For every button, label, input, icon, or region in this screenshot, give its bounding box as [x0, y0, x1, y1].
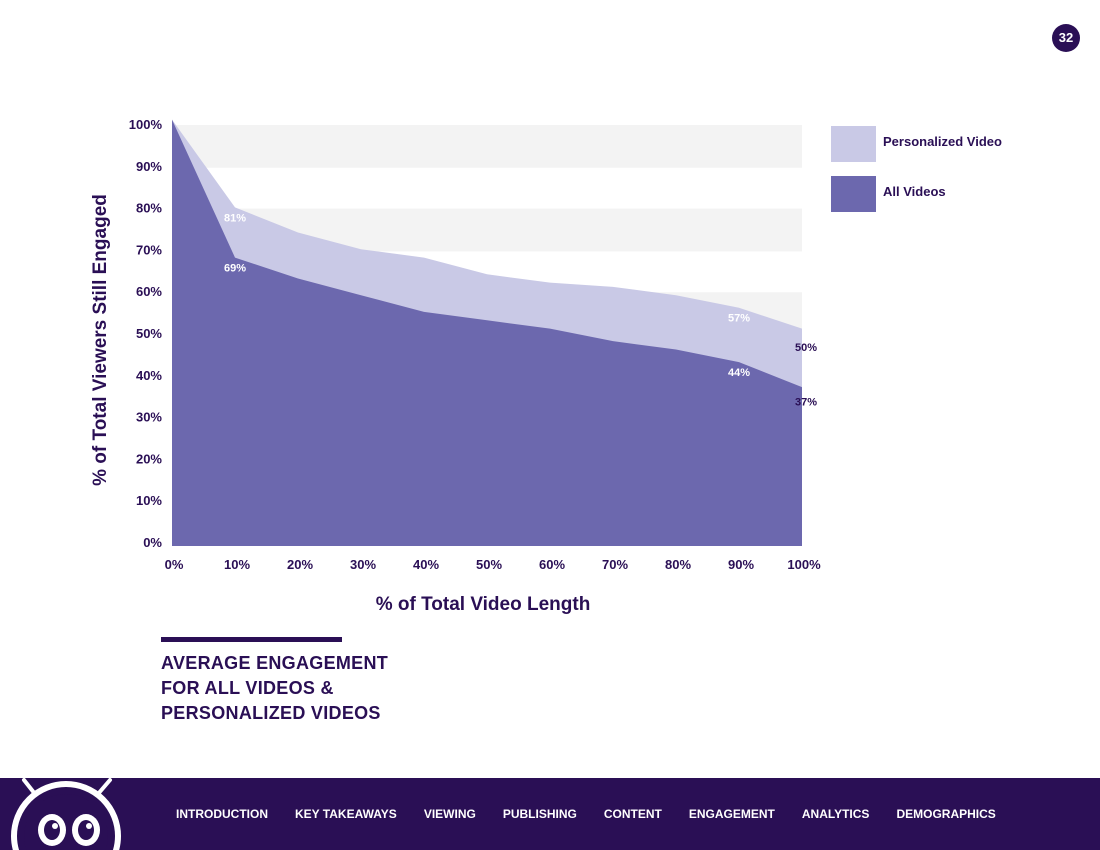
x-tick-labels: 0% 10% 20% 30% 40% 50% 60% 70% 80% 90% 100%	[165, 557, 821, 572]
x-tick-label: 100%	[787, 557, 821, 572]
data-label: 81%	[224, 212, 246, 224]
x-tick-label: 50%	[476, 557, 502, 572]
chart-title-line-3: PERSONALIZED VIDEOS	[161, 703, 381, 723]
data-label: 44%	[728, 367, 750, 379]
y-axis-title: % of Total Viewers Still Engaged	[90, 194, 111, 486]
y-tick-label: 0%	[143, 535, 162, 550]
chart-title: AVERAGE ENGAGEMENT FOR ALL VIDEOS & PERS…	[161, 651, 461, 726]
y-tick-label: 30%	[136, 410, 162, 425]
x-tick-label: 10%	[224, 557, 250, 572]
chart-title-line-2: FOR ALL VIDEOS &	[161, 678, 334, 698]
page-number: 32	[1052, 24, 1080, 52]
x-tick-label: 20%	[287, 557, 313, 572]
nav-introduction[interactable]: INTRODUCTION	[176, 807, 268, 821]
nav-publishing[interactable]: PUBLISHING	[502, 807, 577, 821]
nav-key-takeaways[interactable]: KEY TAKEAWAYS	[295, 807, 397, 821]
legend-label: All Videos	[883, 184, 946, 199]
legend-swatch	[831, 176, 876, 212]
grid-band-0	[172, 125, 802, 168]
x-tick-label: 90%	[728, 557, 754, 572]
nav-engagement[interactable]: ENGAGEMENT	[688, 807, 775, 821]
data-labels: 81% 69% 57% 44% 50% 37%	[224, 212, 817, 408]
y-tick-label: 50%	[136, 326, 162, 341]
x-tick-label: 60%	[539, 557, 565, 572]
legend-label: Personalized Video	[883, 134, 1002, 149]
title-accent-bar	[161, 637, 342, 642]
y-tick-label: 70%	[136, 242, 162, 257]
x-tick-label: 70%	[602, 557, 628, 572]
x-tick-label: 80%	[665, 557, 691, 572]
nav-content[interactable]: CONTENT	[603, 807, 662, 821]
data-label: 57%	[728, 313, 750, 325]
legend: Personalized Video All Videos	[831, 126, 1002, 212]
chart-title-line-1: AVERAGE ENGAGEMENT	[161, 653, 389, 673]
mascot-logo-icon	[11, 778, 121, 850]
data-label: 69%	[224, 263, 246, 275]
y-tick-label: 20%	[136, 451, 162, 466]
y-tick-label: 10%	[136, 493, 162, 508]
section-nav: INTRODUCTION KEY TAKEAWAYS VIEWING PUBLI…	[176, 778, 1023, 850]
nav-analytics[interactable]: ANALYTICS	[801, 807, 870, 821]
footer-nav-bar: INTRODUCTION KEY TAKEAWAYS VIEWING PUBLI…	[0, 778, 1100, 850]
data-label: 37%	[795, 396, 817, 408]
legend-swatch	[831, 126, 876, 162]
x-tick-label: 40%	[413, 557, 439, 572]
x-tick-label: 30%	[350, 557, 376, 572]
y-tick-label: 80%	[136, 201, 162, 216]
y-tick-label: 40%	[136, 368, 162, 383]
x-tick-label: 0%	[165, 557, 184, 572]
y-tick-labels: 0% 10% 20% 30% 40% 50% 60% 70% 80% 90% 100%	[129, 117, 163, 550]
series-areas	[172, 119, 802, 546]
nav-demographics[interactable]: DEMOGRAPHICS	[896, 807, 996, 821]
engagement-area-chart: 0% 10% 20% 30% 40% 50% 60% 70% 80% 90% 100% 0% 10% 2…	[90, 117, 1002, 615]
data-label: 50%	[795, 342, 817, 354]
area-all-videos	[172, 119, 802, 546]
y-tick-label: 100%	[129, 117, 163, 132]
y-tick-label: 90%	[136, 159, 162, 174]
y-tick-label: 60%	[136, 284, 162, 299]
x-axis-title: % of Total Video Length	[376, 594, 591, 615]
nav-viewing[interactable]: VIEWING	[423, 807, 476, 821]
